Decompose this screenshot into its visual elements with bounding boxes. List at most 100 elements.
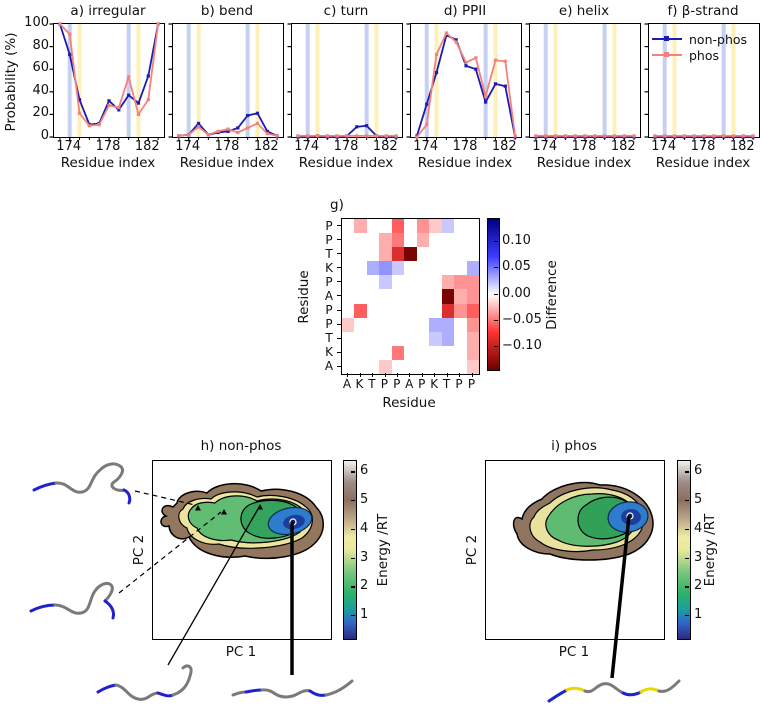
heatmap-cell bbox=[342, 317, 355, 332]
phos-marker bbox=[384, 134, 388, 138]
highlight-band-yellow bbox=[731, 24, 736, 137]
panel-title-c: c) turn bbox=[323, 3, 369, 19]
heatmap-cell bbox=[454, 247, 467, 262]
heatmap-cell bbox=[366, 303, 380, 318]
heatmap-cell bbox=[416, 219, 430, 234]
heatmap-cell bbox=[354, 317, 367, 332]
x-tick-label: 178 bbox=[95, 139, 121, 154]
non-phos-marker bbox=[236, 126, 240, 130]
heatmap-cell bbox=[454, 331, 467, 346]
x-tick-label: 182 bbox=[134, 139, 160, 154]
heatmap-cell bbox=[404, 247, 417, 262]
heatmap-cell bbox=[454, 261, 467, 276]
heatmap-x-tick bbox=[434, 373, 436, 377]
heatmap-cell bbox=[441, 359, 455, 374]
colorbar-tick-label: 1 bbox=[360, 607, 369, 623]
heatmap-cell bbox=[404, 275, 417, 290]
phos-marker bbox=[653, 134, 657, 138]
heatmap-cell bbox=[379, 317, 392, 332]
heatmap-cell bbox=[429, 345, 442, 360]
heatmap-cell bbox=[441, 261, 455, 276]
heatmap-cell bbox=[404, 317, 417, 332]
highlight-band-blue bbox=[245, 24, 250, 137]
heatmap-row-label: P bbox=[325, 218, 333, 233]
x-axis-label: Residue index bbox=[655, 155, 751, 171]
heatmap-cell bbox=[391, 233, 405, 248]
colorbar-tick-label: 4 bbox=[694, 520, 703, 536]
non-phos-marker bbox=[265, 129, 269, 133]
heatmap-cell bbox=[404, 219, 417, 234]
x-axis-label: Residue index bbox=[536, 155, 632, 171]
heatmap-x-tick bbox=[421, 373, 423, 377]
global-minimum-marker bbox=[626, 512, 634, 520]
heatmap-row-label: A bbox=[324, 288, 334, 303]
x-axis-label: Residue index bbox=[60, 155, 156, 171]
y-tick-label: 40 bbox=[32, 82, 49, 98]
colorbar-tick bbox=[351, 500, 355, 502]
heatmap-cell bbox=[354, 331, 367, 346]
heatmap-y-tick bbox=[337, 365, 341, 367]
heatmap-cell bbox=[391, 303, 405, 318]
highlight-band-yellow bbox=[315, 24, 320, 137]
heatmap-cell bbox=[454, 317, 467, 332]
x-tick-label: 178 bbox=[690, 139, 716, 154]
heatmap-cell bbox=[404, 331, 417, 346]
heatmap-x-tick bbox=[347, 373, 349, 377]
probability-axis-label: Probability (%) bbox=[3, 32, 19, 132]
contour-blob-i bbox=[512, 481, 654, 561]
y-tick-label: 80 bbox=[32, 37, 49, 53]
heatmap-cell bbox=[441, 289, 455, 304]
heatmap-cell bbox=[441, 331, 455, 346]
heatmap-cell bbox=[429, 247, 442, 262]
heatmap-row-label: P bbox=[325, 232, 333, 247]
heatmap-cell bbox=[416, 317, 430, 332]
heatmap-cell bbox=[466, 275, 479, 290]
heatmap-y-tick bbox=[337, 323, 341, 325]
y-tick-label: 20 bbox=[32, 105, 49, 121]
heatmap-cell bbox=[466, 247, 479, 262]
panel-i-xlabel: PC 1 bbox=[558, 644, 590, 660]
heatmap-cell bbox=[366, 247, 380, 262]
highlight-band-blue bbox=[602, 24, 607, 137]
colorbar-tick-label: 3 bbox=[694, 549, 703, 565]
heatmap-ylabel: Residue bbox=[296, 270, 312, 324]
heatmap-y-tick bbox=[337, 239, 341, 241]
legend-item-phos: phos bbox=[652, 47, 747, 63]
legend: non-phos phos bbox=[652, 31, 747, 63]
phos-marker bbox=[503, 59, 507, 63]
non-phos-marker bbox=[196, 121, 201, 126]
phos-marker bbox=[484, 94, 488, 98]
non-phos-marker bbox=[226, 129, 230, 133]
heatmap-y-tick bbox=[337, 351, 341, 353]
heatmap-cell bbox=[354, 247, 367, 262]
heatmap-cell bbox=[466, 359, 479, 374]
non-phos-marker bbox=[434, 70, 439, 75]
phos-marker bbox=[632, 134, 636, 138]
heatmap-row-label: P bbox=[325, 274, 333, 289]
heatmap-xlabel: Residue bbox=[382, 395, 436, 411]
phos-marker bbox=[692, 134, 696, 138]
heatmap-cell bbox=[379, 261, 392, 276]
colorbar-tick-label: 5 bbox=[694, 492, 703, 508]
highlight-band-yellow bbox=[553, 24, 558, 137]
phos-marker bbox=[177, 134, 181, 138]
non-phos-marker bbox=[484, 100, 488, 104]
heatmap-cell bbox=[454, 275, 467, 290]
x-tick-label: 182 bbox=[491, 139, 517, 154]
highlight-band-yellow bbox=[493, 24, 498, 137]
phos-marker bbox=[187, 133, 191, 137]
phos-marker bbox=[553, 134, 558, 138]
non-phos-marker bbox=[117, 108, 121, 112]
highlight-band-yellow bbox=[136, 24, 141, 137]
phos-marker bbox=[68, 32, 72, 36]
phos-marker bbox=[583, 134, 587, 138]
heatmap-cell bbox=[429, 219, 442, 234]
heatmap-y-tick bbox=[337, 295, 341, 297]
minimum-triangle-3 bbox=[257, 504, 263, 510]
colorbar-tick bbox=[494, 293, 498, 295]
highlight-band-blue bbox=[364, 24, 369, 137]
highlight-band-blue bbox=[67, 24, 72, 137]
x-tick-label: 174 bbox=[56, 139, 82, 154]
panel-title-f: f) β-strand bbox=[667, 3, 739, 19]
heatmap-cell bbox=[342, 331, 355, 346]
